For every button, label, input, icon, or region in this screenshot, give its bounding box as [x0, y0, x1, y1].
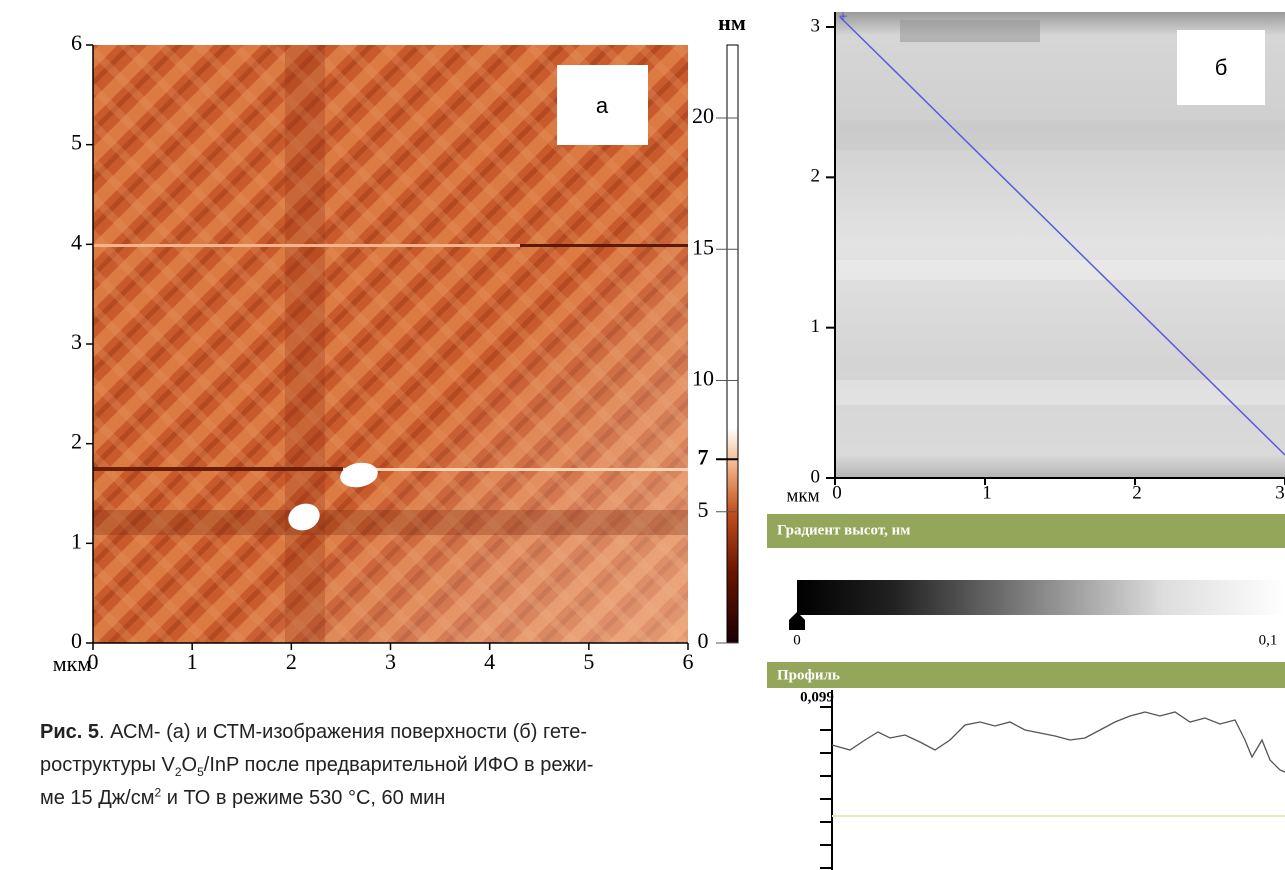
y-tick-label: 2 [811, 166, 821, 187]
colorbar-tick-label: 5 [698, 497, 709, 522]
x-tick-label: 6 [683, 649, 694, 674]
x-tick-label: 3 [385, 649, 396, 674]
x-tick-label: 1 [982, 482, 992, 503]
colorbar-tick-label: 20 [692, 103, 714, 128]
colorbar-unit: нм [718, 10, 746, 35]
x-tick-label: 1 [187, 649, 198, 674]
y-tick-label: 4 [71, 229, 82, 254]
caption: Рис. 5. АСМ- (а) и СТМ-изображения повер… [40, 716, 752, 815]
colorbar-tick-label: 10 [692, 366, 714, 391]
section-bar [767, 662, 1285, 688]
y-tick-label: 2 [71, 429, 82, 454]
x-tick-label: 4 [484, 649, 495, 674]
colorbar-tick-label: 7 [698, 444, 709, 469]
caption-text: и ТО в режиме 530 °C, 60 мин [161, 787, 446, 809]
svg-text:+: + [838, 9, 847, 26]
x-tick-label: 5 [583, 649, 594, 674]
label-box [557, 65, 648, 145]
colorbar-tick-label: 15 [692, 234, 714, 259]
y-tick-label: 3 [811, 15, 821, 36]
colorbar-tick-label: 0 [698, 628, 709, 653]
x-tick-label: 3 [1275, 482, 1285, 503]
caption-text: /InP после предварительной ИФО в режи- [203, 754, 594, 776]
y-tick-label: 0 [811, 466, 821, 487]
y-tick-label: 3 [71, 329, 82, 354]
gradient-marker [789, 612, 805, 630]
x-unit: мкм [53, 651, 92, 676]
profile-plot [820, 690, 1285, 870]
x-tick-label: 0 [832, 482, 842, 503]
section-title: Профиль [777, 667, 840, 683]
colorbar [726, 44, 739, 644]
caption-line: роструктуры V2O5/InP после предварительн… [40, 749, 752, 782]
section-title: Градиент высот, нм [777, 522, 910, 538]
subscript: 5 [197, 765, 204, 779]
y-tick-label: 1 [71, 528, 82, 553]
label-box [1177, 30, 1265, 105]
x-tick-label: 0 [88, 649, 99, 674]
caption-text: ме 15 Дж/см [40, 787, 155, 809]
panel-label: б [1215, 55, 1228, 80]
panel-label: а [596, 93, 609, 118]
caption-line: ме 15 Дж/см2 и ТО в режиме 530 °C, 60 ми… [40, 782, 752, 815]
superscript: 2 [154, 785, 162, 800]
profile-max: 0,099 [800, 689, 834, 705]
subscript: 2 [174, 765, 182, 779]
caption-text: . АСМ- (а) и СТМ-изображения поверхности… [99, 721, 587, 743]
y-tick-label: 6 [71, 30, 82, 55]
gradient-min: 0 [793, 632, 801, 648]
figure-number: Рис. 5 [40, 721, 99, 743]
y-tick-label: 0 [71, 628, 82, 653]
caption-text: роструктуры V [40, 754, 175, 776]
x-unit: мкм [786, 485, 819, 506]
section-bar [767, 514, 1285, 548]
x-tick-label: 2 [1132, 482, 1142, 503]
gradient-bar [797, 580, 1285, 615]
gradient-max: 0,1 [1259, 632, 1278, 648]
caption-line: Рис. 5. АСМ- (а) и СТМ-изображения повер… [40, 716, 752, 749]
x-tick-label: 2 [286, 649, 297, 674]
caption-text: O [181, 754, 198, 776]
y-tick-label: 5 [71, 130, 82, 155]
y-tick-label: 1 [811, 316, 821, 337]
